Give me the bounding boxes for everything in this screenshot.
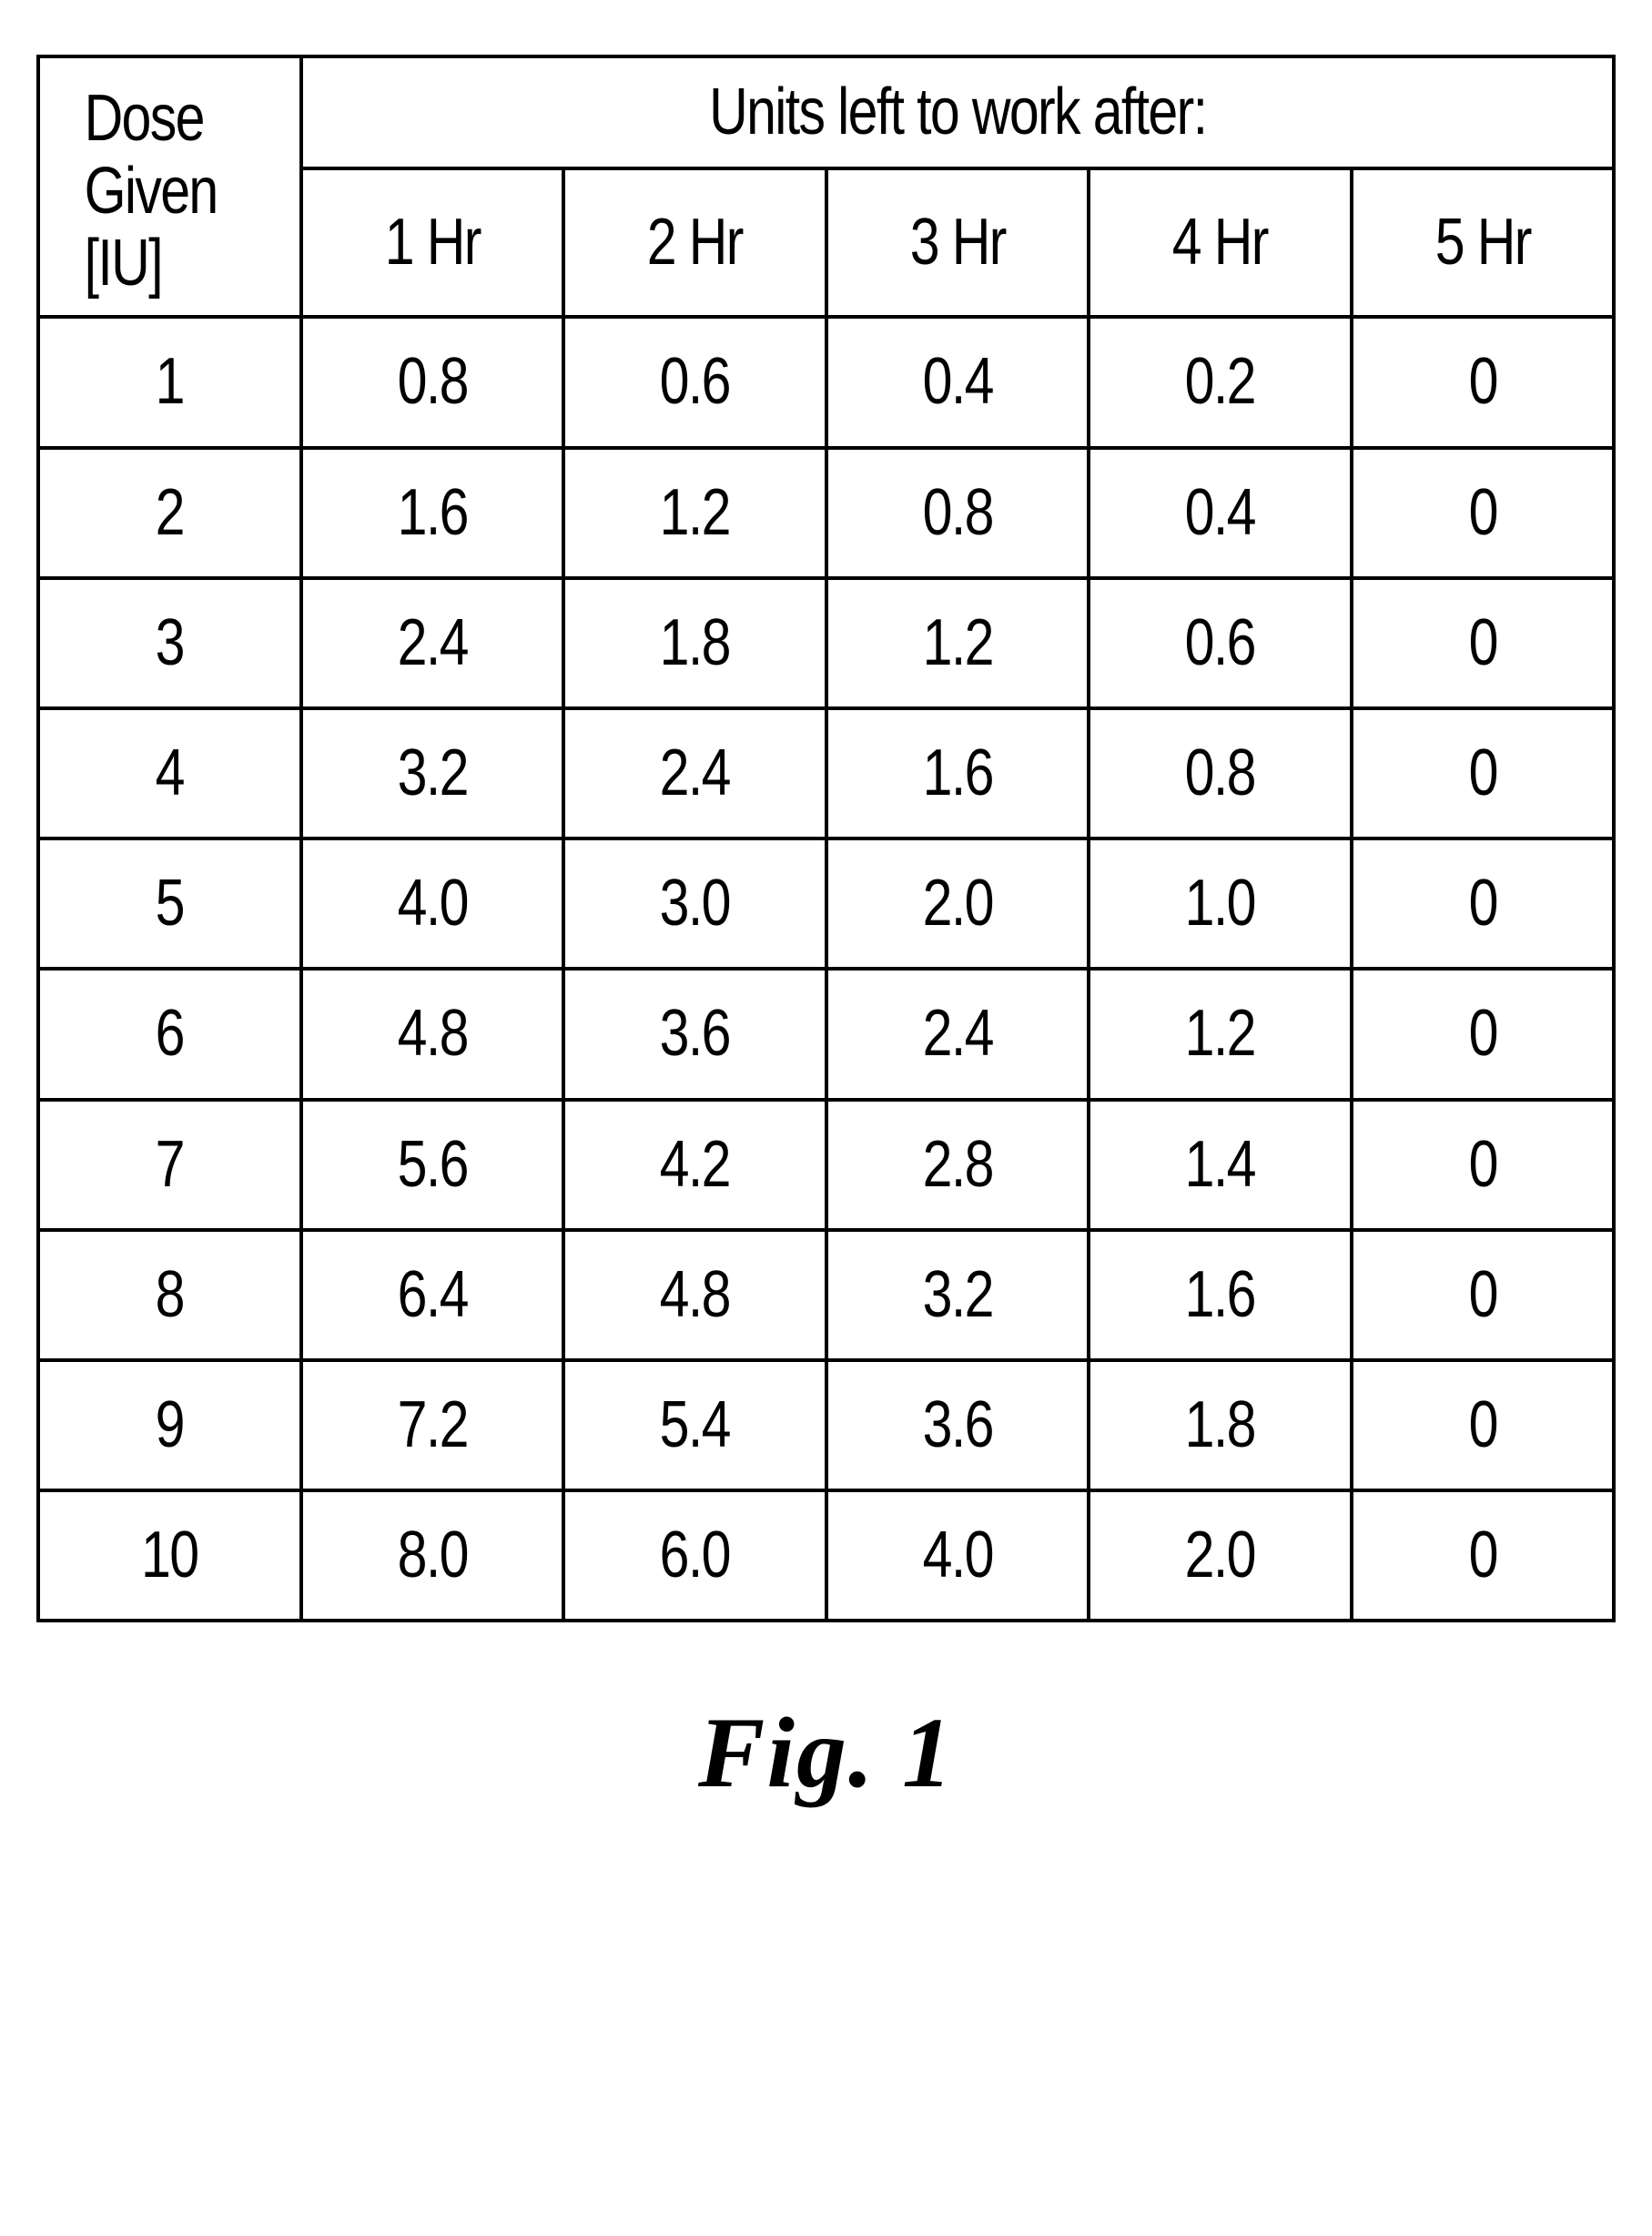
dose-cell: 3 [62,578,278,708]
value-cell: 0.8 [324,317,540,447]
value-cell: 4.8 [587,1230,803,1360]
hour-header-1: 1 Hr [324,168,540,317]
value-cell: 0 [1374,578,1590,708]
value-cell: 1.8 [587,578,803,708]
value-cell: 7.2 [324,1360,540,1490]
value-cell: 1.6 [849,708,1065,838]
dose-cell: 7 [62,1100,278,1230]
dose-header-line1: Dose [71,83,269,155]
table-row: 4 3.2 2.4 1.6 0.8 0 [38,708,1614,838]
hour-header-2: 2 Hr [587,168,803,317]
value-cell: 3.0 [587,838,803,969]
dose-table-body: 1 0.8 0.6 0.4 0.2 0 2 1.6 1.2 0.8 0.4 0 … [38,317,1614,1621]
table-row: 2 1.6 1.2 0.8 0.4 0 [38,448,1614,578]
dose-table: Dose Given [IU] Units left to work after… [36,55,1616,1622]
table-row: 1 0.8 0.6 0.4 0.2 0 [38,317,1614,447]
value-cell: 1.2 [849,578,1065,708]
value-cell: 1.2 [1112,969,1328,1099]
value-cell: 3.6 [849,1360,1065,1490]
value-cell: 0.4 [849,317,1065,447]
value-cell: 0 [1374,1490,1590,1621]
table-row: 9 7.2 5.4 3.6 1.8 0 [38,1360,1614,1490]
value-cell: 0.8 [1112,708,1328,838]
dose-cell: 5 [62,838,278,969]
value-cell: 0.8 [849,448,1065,578]
value-cell: 0.2 [1112,317,1328,447]
value-cell: 0.6 [587,317,803,447]
value-cell: 3.2 [324,708,540,838]
value-cell: 1.6 [324,448,540,578]
value-cell: 4.0 [324,838,540,969]
dose-cell: 8 [62,1230,278,1360]
dose-table-container: Dose Given [IU] Units left to work after… [36,55,1616,1622]
value-cell: 0 [1374,969,1590,1099]
value-cell: 1.8 [1112,1360,1328,1490]
table-row: 10 8.0 6.0 4.0 2.0 0 [38,1490,1614,1621]
value-cell: 0 [1374,1100,1590,1230]
table-row: 8 6.4 4.8 3.2 1.6 0 [38,1230,1614,1360]
value-cell: 0 [1374,317,1590,447]
table-row: 6 4.8 3.6 2.4 1.2 0 [38,969,1614,1099]
figure-caption: Fig. 1 [36,1695,1616,1811]
value-cell: 6.0 [587,1490,803,1621]
dose-cell: 9 [62,1360,278,1490]
value-cell: 4.2 [587,1100,803,1230]
value-cell: 3.6 [587,969,803,1099]
table-row: 7 5.6 4.2 2.8 1.4 0 [38,1100,1614,1230]
value-cell: 0.4 [1112,448,1328,578]
value-cell: 2.0 [849,838,1065,969]
value-cell: 2.4 [587,708,803,838]
value-cell: 1.4 [1112,1100,1328,1230]
hour-header-5: 5 Hr [1374,168,1590,317]
header-row-1: Dose Given [IU] Units left to work after… [38,56,1614,168]
hour-header-4: 4 Hr [1112,168,1328,317]
value-cell: 0 [1374,448,1590,578]
value-cell: 1.0 [1112,838,1328,969]
dose-header-line2: Given [71,156,269,228]
value-cell: 0 [1374,1360,1590,1490]
value-cell: 3.2 [849,1230,1065,1360]
dose-cell: 1 [62,317,278,447]
dose-header: Dose Given [IU] [62,56,278,317]
value-cell: 0 [1374,838,1590,969]
value-cell: 2.0 [1112,1490,1328,1621]
value-cell: 6.4 [324,1230,540,1360]
value-cell: 2.8 [849,1100,1065,1230]
dose-cell: 10 [62,1490,278,1621]
table-row: 5 4.0 3.0 2.0 1.0 0 [38,838,1614,969]
dose-header-line3: [IU] [71,228,269,300]
value-cell: 1.6 [1112,1230,1328,1360]
value-cell: 5.6 [324,1100,540,1230]
hour-header-3: 3 Hr [849,168,1065,317]
value-cell: 0 [1374,1230,1590,1360]
dose-cell: 2 [62,448,278,578]
value-cell: 2.4 [324,578,540,708]
value-cell: 5.4 [587,1360,803,1490]
value-cell: 1.2 [587,448,803,578]
dose-cell: 6 [62,969,278,1099]
value-cell: 0.6 [1112,578,1328,708]
table-row: 3 2.4 1.8 1.2 0.6 0 [38,578,1614,708]
dose-cell: 4 [62,708,278,838]
units-spanner-header: Units left to work after: [419,56,1495,168]
value-cell: 4.0 [849,1490,1065,1621]
value-cell: 8.0 [324,1490,540,1621]
value-cell: 0 [1374,708,1590,838]
value-cell: 4.8 [324,969,540,1099]
value-cell: 2.4 [849,969,1065,1099]
